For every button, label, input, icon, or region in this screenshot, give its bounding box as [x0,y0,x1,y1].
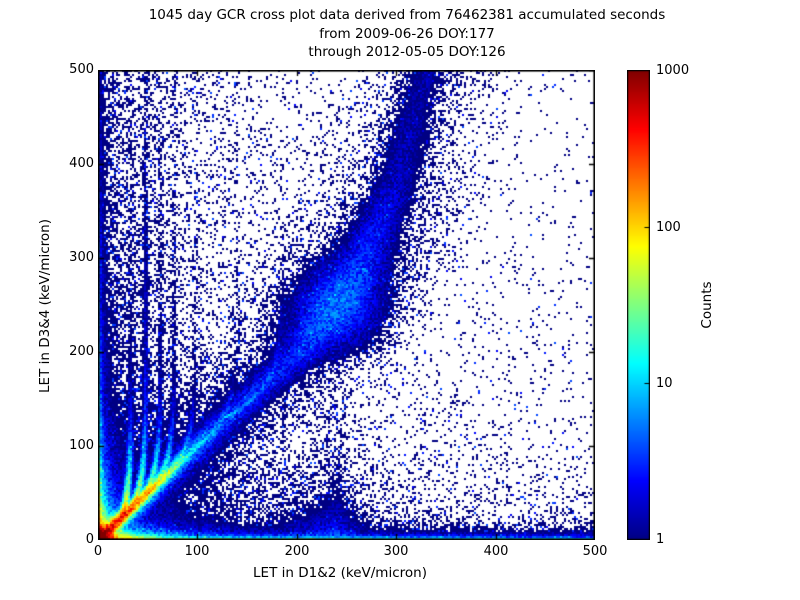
colorbar-tick-label: 1 [656,532,665,547]
y-tick-label: 500 [69,62,94,77]
y-tick-label: 0 [85,532,94,547]
x-tick-label: 300 [383,544,409,559]
y-tick-label: 400 [69,156,94,171]
chart-title: 1045 day GCR cross plot data derived fro… [14,6,800,62]
colorbar-tick-label: 10 [656,376,673,391]
x-tick-label: 200 [284,544,310,559]
colorbar-tick-label: 100 [656,220,681,235]
colorbar-tick-label: 1000 [656,63,690,78]
y-axis-label: LET in D3&4 (keV/micron) [37,219,53,393]
chart-title-line2: from 2009-06-26 DOY:177 [319,25,495,42]
x-tick-label: 400 [483,544,509,559]
chart-title-line3: through 2012-05-05 DOY:126 [308,44,506,60]
x-tick-label: 500 [582,544,608,559]
colorbar-gradient [627,70,650,540]
y-tick-label: 200 [69,344,94,359]
y-tick-label: 300 [69,250,94,265]
colorbar-label: Counts [699,281,715,329]
y-tick-label: 100 [69,438,94,453]
x-tick-label: 100 [184,544,210,559]
scatter-heatmap-canvas [98,70,595,540]
x-tick-label: 0 [93,544,103,559]
chart-title-line1: 1045 day GCR cross plot data derived fro… [148,7,666,23]
x-axis-label: LET in D1&2 (keV/micron) [253,565,427,581]
